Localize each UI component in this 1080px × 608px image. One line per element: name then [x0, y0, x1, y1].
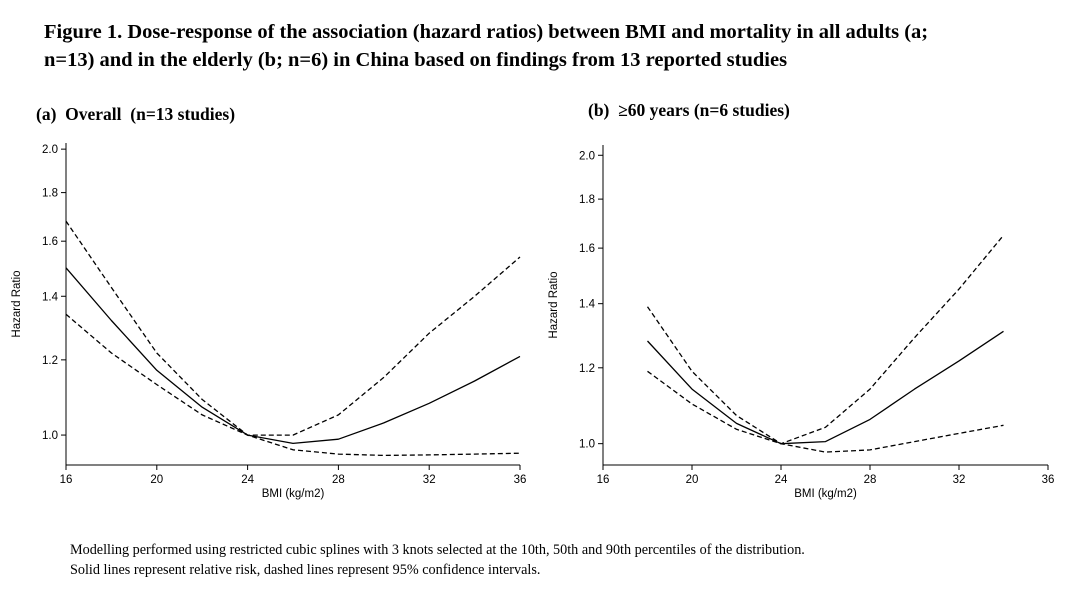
x-tick-label: 36	[514, 474, 527, 486]
figure-caption: Modelling performed using restricted cub…	[70, 540, 1030, 580]
y-tick-label: 1.2	[42, 355, 58, 367]
x-tick-label: 20	[686, 474, 699, 486]
y-tick-label: 2.0	[42, 144, 58, 156]
y-axis-title: Hazard Ratio	[548, 271, 560, 338]
series-line-ci-lower	[65, 313, 521, 457]
series-line-ci-upper	[646, 234, 1005, 445]
y-tick-label: 1.4	[579, 299, 596, 311]
x-tick-label: 28	[332, 474, 345, 486]
x-tick-label: 36	[1042, 474, 1055, 486]
y-axis-title: Hazard Ratio	[11, 270, 23, 337]
series-line-ci-upper	[65, 220, 521, 436]
x-tick-label: 32	[953, 474, 966, 486]
y-tick-label: 1.6	[42, 236, 58, 248]
y-tick-label: 1.4	[42, 291, 59, 303]
y-tick-label: 1.6	[579, 243, 595, 255]
y-tick-label: 1.0	[42, 430, 58, 442]
x-tick-label: 24	[241, 474, 254, 486]
figure-title: Figure 1. Dose-response of the associati…	[44, 18, 1054, 74]
panel-b-title: (b) ≥60 years (n=6 studies)	[588, 100, 790, 120]
x-tick-label: 20	[150, 474, 163, 486]
x-axis-title: BMI (kg/m2)	[262, 488, 325, 500]
caption-line-2: Solid lines represent relative risk, das…	[70, 562, 541, 578]
x-tick-label: 16	[597, 474, 610, 486]
series-line-relative-risk	[647, 330, 1004, 445]
x-axis-title: BMI (kg/m2)	[794, 488, 857, 500]
y-tick-label: 1.2	[579, 363, 595, 375]
figure-title-line-1: Figure 1. Dose-response of the associati…	[44, 21, 929, 43]
y-tick-label: 2.0	[579, 150, 595, 162]
y-tick-label: 1.0	[579, 439, 595, 451]
x-tick-label: 24	[775, 474, 788, 486]
figure-title-line-2: n=13) and in the elderly (b; n=6) in Chi…	[44, 49, 788, 71]
y-tick-label: 1.8	[42, 188, 58, 200]
x-tick-label: 28	[864, 474, 877, 486]
series-line-relative-risk	[65, 267, 521, 445]
y-tick-label: 1.8	[579, 194, 595, 206]
caption-line-1: Modelling performed using restricted cub…	[70, 542, 805, 558]
series-line-ci-lower	[647, 370, 1004, 453]
x-tick-label: 32	[423, 474, 436, 486]
panel-a-title: (a) Overall (n=13 studies)	[36, 104, 236, 124]
x-tick-label: 16	[60, 474, 73, 486]
